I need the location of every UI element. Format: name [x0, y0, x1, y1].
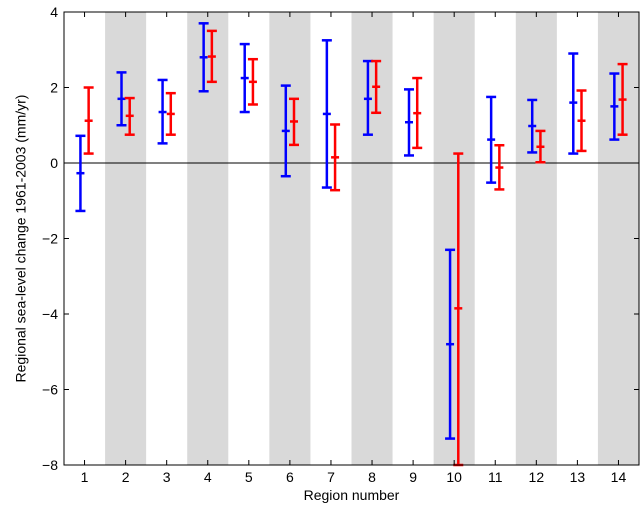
errorbar-s1-r5: [239, 42, 250, 114]
y-axis-title: Regional sea-level change 1961-2003 (mm/…: [13, 95, 29, 383]
x-tick-label: 2: [122, 469, 130, 485]
shaded-band-8: [351, 12, 393, 465]
errorbar-s2-r11: [494, 144, 505, 191]
shaded-band-6: [269, 12, 311, 465]
errorbar-s2-r14: [617, 62, 628, 136]
y-tick-label: 2: [50, 80, 58, 96]
errorbar-s2-r12: [535, 129, 546, 164]
x-tick-label: 14: [611, 469, 627, 485]
errorbar-s1-r11: [486, 95, 497, 184]
background-bands: [105, 12, 639, 465]
y-tick-label: −8: [42, 457, 58, 473]
x-tick-label: 10: [446, 469, 462, 485]
errorbar-s2-r8: [371, 59, 382, 115]
shaded-band-2: [105, 12, 147, 465]
series-group: [75, 22, 628, 467]
shaded-band-4: [187, 12, 229, 465]
x-tick-label: 8: [368, 469, 376, 485]
errorbar-s1-r6: [280, 84, 291, 178]
x-tick-label: 1: [81, 469, 89, 485]
x-axis-title: Region number: [304, 487, 400, 503]
errorbar-s1-r14: [609, 72, 620, 141]
errorbar-s2-r6: [289, 97, 299, 147]
y-tick-label: −6: [42, 382, 58, 398]
errorbar-s1-r10: [445, 248, 456, 440]
errorbar-s2-r2: [124, 96, 135, 136]
x-tick-label: 13: [570, 469, 586, 485]
errorbar-s2-r9: [412, 76, 423, 150]
errorbar-s1-r3: [157, 78, 168, 145]
y-tick-label: −4: [42, 306, 58, 322]
errorbar-s2-r5: [247, 57, 258, 106]
errorbar-s2-r4: [206, 29, 217, 84]
y-tick-label: 4: [50, 4, 58, 20]
errorbar-s1-r7: [321, 39, 332, 189]
errorbar-s2-r3: [165, 91, 176, 136]
x-tick-label: 3: [163, 469, 171, 485]
errorbar-s1-r4: [198, 22, 209, 93]
x-tick-label: 7: [327, 469, 335, 485]
errorbar-s1-r9: [404, 88, 414, 157]
x-tick-label: 9: [409, 469, 417, 485]
shaded-band-12: [515, 12, 557, 465]
errorbar-s1-r12: [527, 98, 538, 154]
x-axis: 1 2 3 4 5 6 7 8 9 10 11 12 13 14: [81, 12, 627, 485]
x-tick-label: 12: [529, 469, 545, 485]
errorbar-s1-r13: [568, 52, 579, 155]
x-tick-label: 6: [286, 469, 294, 485]
shaded-band-14: [597, 12, 639, 465]
errorbar-s2-r1: [83, 86, 94, 155]
errorbar-s2-r7: [330, 123, 341, 192]
x-tick-label: 11: [488, 469, 503, 485]
y-axis: −8 −6 −4 −2 0 2 4: [42, 4, 639, 473]
errorbar-s1-r2: [116, 71, 127, 127]
y-tick-label: 0: [50, 155, 58, 171]
errorbar-s2-r13: [576, 89, 587, 153]
shaded-band-10: [433, 12, 475, 465]
x-tick-label: 5: [245, 469, 253, 485]
y-tick-label: −2: [42, 231, 58, 247]
x-tick-label: 4: [204, 469, 212, 485]
errorbar-s1-r1: [75, 134, 86, 213]
